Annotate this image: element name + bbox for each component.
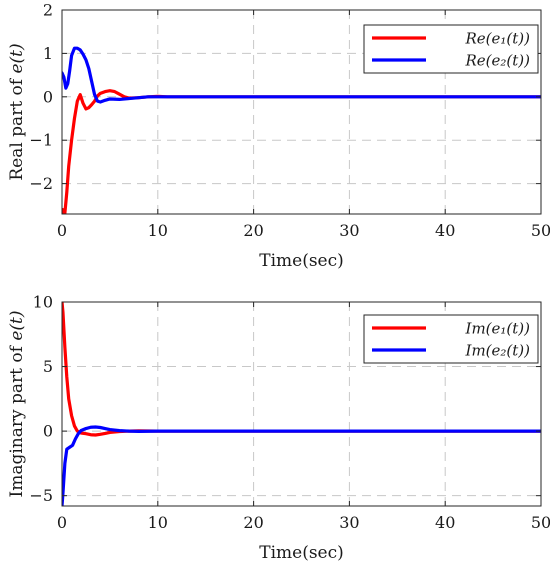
imag-x-axis-title: Time(sec)	[259, 543, 344, 563]
imag-y-axis-title: Imaginary part of e(t)	[7, 311, 27, 498]
real-x-tick-label-1: 10	[148, 221, 168, 240]
imag-x-tick-label-2: 20	[243, 513, 263, 532]
real-y-tick-label-0: −2	[29, 174, 53, 193]
real-axes-frame	[61, 9, 542, 215]
imag-x-tick-label-1: 10	[148, 513, 168, 532]
real-legend-label-1: Re(e₁(t))	[465, 30, 531, 48]
real-x-tick-label-4: 40	[435, 221, 455, 240]
real-x-tick-label-3: 30	[339, 221, 359, 240]
imag-y-tick-label-1: 0	[43, 422, 53, 441]
real-y-tick-label-2: 0	[43, 87, 53, 106]
imag-x-tick-label-5: 50	[531, 513, 550, 532]
real-legend-label-2: Re(e₂(t))	[465, 52, 531, 70]
real-x-axis-title: Time(sec)	[259, 251, 344, 271]
real-y-tick-label-4: 2	[43, 1, 53, 20]
imag-legend-label-1: Im(e₁(t))	[465, 320, 531, 338]
imag-x-tick-label-3: 30	[339, 513, 359, 532]
imag-y-tick-label-0: −5	[29, 486, 53, 505]
real-y-axis-title: Real part of e(t)	[7, 43, 27, 180]
imag-y-tick-label-2: 5	[43, 357, 53, 376]
imag-x-tick-label-4: 40	[435, 513, 455, 532]
imag-legend-label-2: Im(e₂(t))	[465, 342, 531, 360]
real-series-line-2	[62, 46, 541, 104]
imag-series-group	[62, 302, 541, 506]
real-legend: Re(e₁(t)) Re(e₂(t))	[363, 24, 539, 74]
real-y-tick-label-1: −1	[29, 131, 53, 150]
real-y-tick-label-3: 1	[43, 44, 53, 63]
imag-axes-frame	[61, 301, 542, 507]
real-x-tick-label-2: 20	[243, 221, 263, 240]
real-panel: 0 10 20 30 40 50 −2 −1 0 1 2 Time(sec) Real part of …	[7, 1, 550, 272]
imag-legend-box	[363, 314, 539, 364]
real-x-tick-label-0: 0	[57, 221, 67, 240]
imag-y-tick-label-3: 10	[33, 293, 53, 312]
real-series-group	[62, 46, 541, 214]
imag-series-line-2	[62, 425, 541, 506]
imag-x-tick-label-0: 0	[57, 513, 67, 532]
imag-legend: Im(e₁(t)) Im(e₂(t))	[363, 314, 539, 364]
real-x-tick-label-5: 50	[531, 221, 550, 240]
real-legend-box	[363, 24, 539, 74]
